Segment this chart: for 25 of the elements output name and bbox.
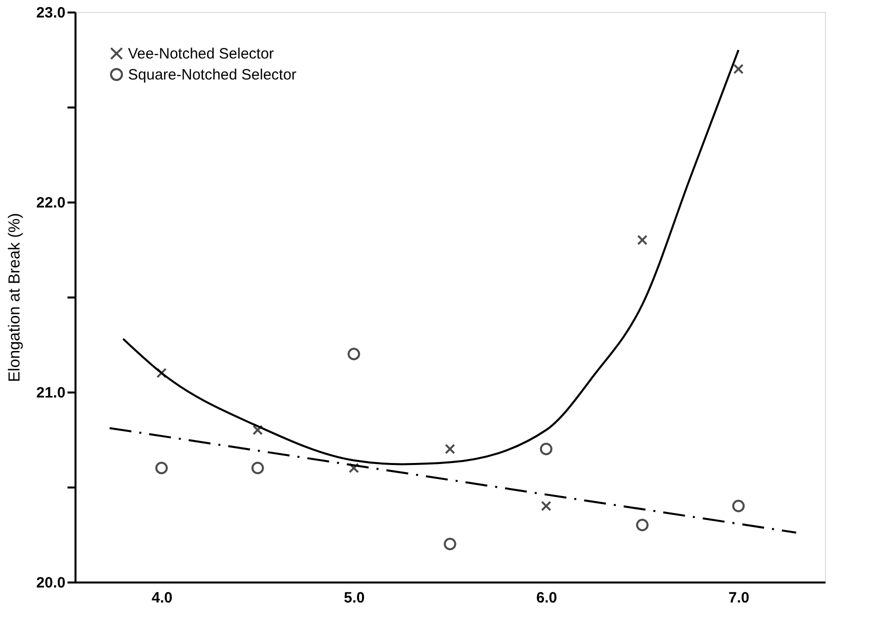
point (348, 462, 360, 474)
point (252, 424, 263, 436)
x-tick-label: 6.0 (536, 590, 558, 606)
point (636, 518, 649, 532)
point (156, 368, 167, 378)
x-tick-label: 5.0 (344, 590, 365, 606)
point (444, 538, 456, 550)
legend-label: Square-Notched Selector (128, 66, 296, 84)
point (155, 462, 168, 474)
y-tick-label: 21.0 (36, 384, 66, 402)
legend-label: Vee-Notched Selector (128, 46, 274, 62)
y-tick-label: 23.0 (36, 4, 66, 22)
point (637, 234, 648, 246)
x-tick-label: 4.0 (152, 590, 172, 606)
point (348, 348, 360, 360)
point (540, 500, 552, 512)
x-tick-label: 7.0 (728, 590, 750, 606)
point (732, 500, 745, 512)
point (733, 64, 744, 74)
point (444, 444, 456, 454)
y-tick-label: 22.0 (36, 194, 66, 212)
point (251, 462, 264, 474)
point (540, 442, 552, 456)
y-axis-title: Elongation at Break (%) (6, 213, 24, 382)
y-tick-label: 20.0 (36, 574, 66, 592)
